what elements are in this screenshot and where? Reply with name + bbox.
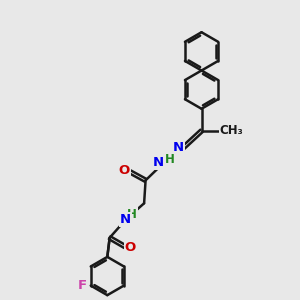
Text: H: H: [127, 208, 137, 221]
Text: N: N: [172, 141, 184, 154]
Text: O: O: [124, 241, 136, 254]
Text: N: N: [152, 156, 164, 169]
Text: N: N: [120, 213, 131, 226]
Text: O: O: [118, 164, 130, 177]
Text: F: F: [78, 278, 87, 292]
Text: H: H: [165, 153, 175, 166]
Text: CH₃: CH₃: [220, 124, 243, 137]
